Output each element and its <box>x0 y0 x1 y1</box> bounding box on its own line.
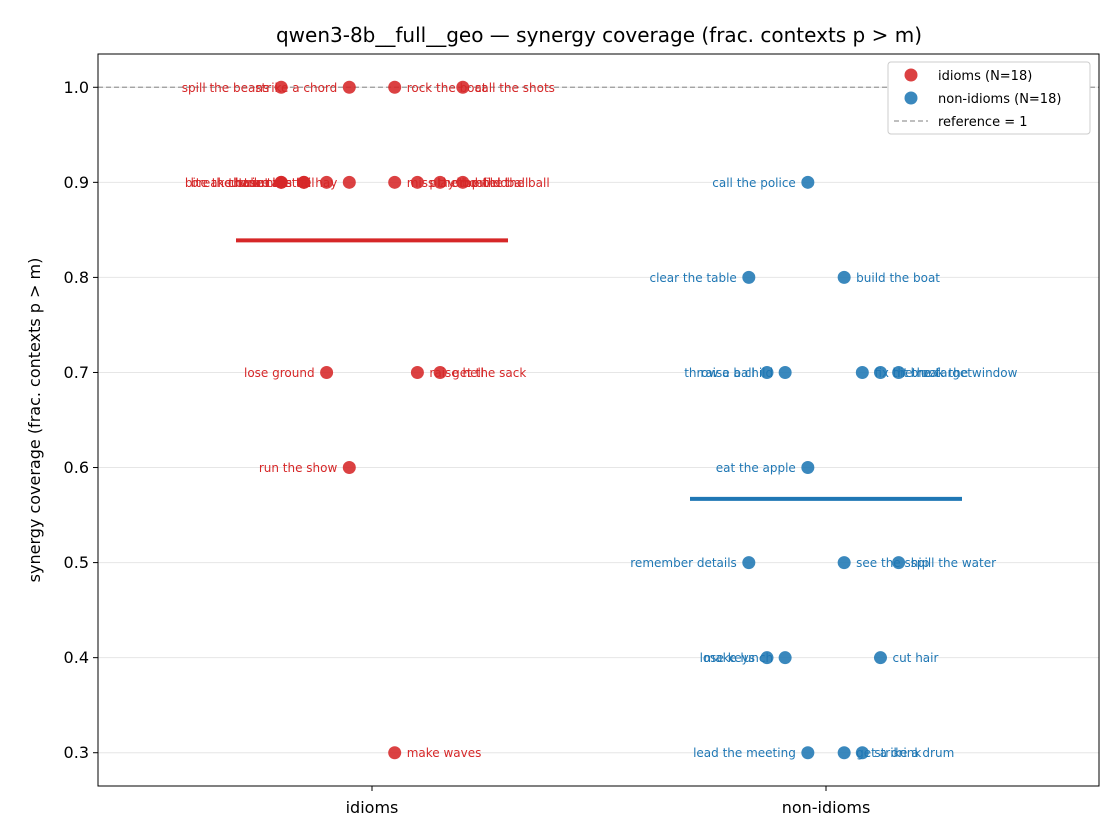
point-label: break the ice <box>191 176 270 190</box>
plot-frame <box>97 53 1100 787</box>
data-point <box>274 175 288 189</box>
data-point <box>837 746 851 760</box>
point-label: rock the boat <box>407 81 487 95</box>
x-axis-ticks: idioms non-idioms <box>346 786 871 817</box>
data-point <box>801 175 815 189</box>
data-point <box>342 80 356 94</box>
point-label: strike a drum <box>874 746 954 760</box>
point-label: call the shots <box>475 81 555 95</box>
data-point <box>837 556 851 570</box>
point-label: throw a ball <box>684 366 755 380</box>
y-tick-label: 0.6 <box>64 458 89 477</box>
y-tick-label: 0.9 <box>64 173 89 192</box>
data-point <box>892 556 906 570</box>
data-point <box>760 651 774 665</box>
legend: idioms (N=18) non-idioms (N=18) referenc… <box>887 61 1091 135</box>
y-tick-label: 0.4 <box>64 648 89 667</box>
data-points <box>274 80 906 760</box>
data-point <box>855 746 869 760</box>
data-point <box>388 746 402 760</box>
grid-lines <box>98 86 1099 754</box>
point-label: make waves <box>407 746 482 760</box>
legend-marker-idioms <box>904 68 918 82</box>
y-axis-label: synergy coverage (frac. contexts p > m) <box>25 258 44 583</box>
y-tick-label: 0.8 <box>64 268 89 287</box>
point-label: raise a child <box>700 366 773 380</box>
data-point <box>855 365 869 379</box>
data-point <box>388 175 402 189</box>
data-point <box>778 365 792 379</box>
data-point <box>892 365 906 379</box>
data-point <box>873 651 887 665</box>
legend-marker-non-idioms <box>904 91 918 105</box>
data-point <box>837 270 851 284</box>
data-point <box>297 175 311 189</box>
point-label: hit the target <box>892 366 972 380</box>
point-label: build the boat <box>856 271 940 285</box>
point-label: see the ship <box>856 556 929 570</box>
point-label: lead the meeting <box>693 746 796 760</box>
data-point <box>456 175 470 189</box>
point-label: cut hair <box>892 651 938 665</box>
chart-title: qwen3-8b__full__geo — synergy coverage (… <box>276 23 922 47</box>
data-point <box>873 365 887 379</box>
point-label: cut corners <box>224 176 292 190</box>
x-tick-label: idioms <box>346 798 399 817</box>
point-label: lose ground <box>244 366 315 380</box>
point-label: chase tails <box>228 176 292 190</box>
data-point <box>742 556 756 570</box>
y-tick-label: 1.0 <box>64 78 89 97</box>
y-tick-label: 0.3 <box>64 743 89 762</box>
data-point <box>433 365 447 379</box>
data-point <box>410 175 424 189</box>
point-label: make lunch <box>704 651 774 665</box>
data-point <box>320 365 334 379</box>
point-label: spill the water <box>911 556 996 570</box>
mean-lines <box>236 238 962 501</box>
point-label: lose keys <box>700 651 755 665</box>
data-point <box>801 461 815 475</box>
point-label: break the window <box>911 366 1018 380</box>
y-axis-ticks: 0.3 0.4 0.5 0.6 0.7 0.8 0.9 1.0 <box>64 78 98 762</box>
y-tick-label: 0.7 <box>64 363 89 382</box>
data-point <box>274 80 288 94</box>
legend-label-reference: reference = 1 <box>938 115 1028 130</box>
point-label: raise hell <box>429 366 484 380</box>
point-label: hit the hay <box>272 176 337 190</box>
point-label: get a drink <box>856 746 921 760</box>
point-label: fix the roof <box>874 366 940 380</box>
point-label: bite the bullet <box>185 176 270 190</box>
point-label: turn the tail <box>244 176 315 190</box>
data-point <box>342 175 356 189</box>
point-label: call the police <box>712 176 796 190</box>
point-label: spill the beans <box>182 81 269 95</box>
legend-label-idioms: idioms (N=18) <box>938 69 1032 84</box>
point-label: play the field <box>429 176 508 190</box>
y-tick-label: 0.5 <box>64 553 89 572</box>
legend-box <box>887 61 1091 135</box>
point-label: drop the ball <box>452 176 528 190</box>
data-point <box>388 80 402 94</box>
data-point <box>410 365 424 379</box>
data-point <box>342 461 356 475</box>
data-point <box>456 80 470 94</box>
point-label: clear the table <box>649 271 736 285</box>
x-tick-label: non-idioms <box>782 798 871 817</box>
point-label: miss the boat <box>407 176 489 190</box>
point-label: remember details <box>630 556 737 570</box>
data-point <box>320 175 334 189</box>
data-point <box>801 746 815 760</box>
point-label: get the sack <box>452 366 526 380</box>
point-label: strike a chord <box>255 81 337 95</box>
data-point <box>742 270 756 284</box>
data-point <box>778 651 792 665</box>
point-label: eat the apple <box>716 461 796 475</box>
data-point <box>433 175 447 189</box>
point-label: hold the ball <box>475 176 550 190</box>
legend-label-non-idioms: non-idioms (N=18) <box>938 92 1061 107</box>
data-point <box>760 365 774 379</box>
point-label: run the show <box>259 461 338 475</box>
